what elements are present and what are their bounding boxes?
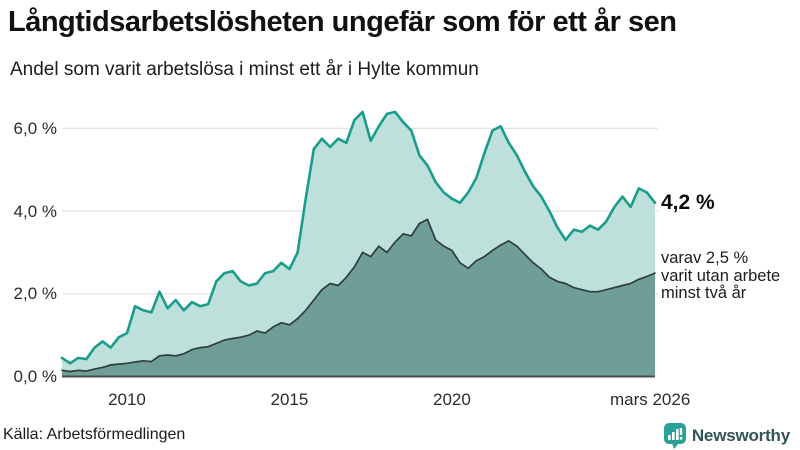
x-tick-label: mars 2026 bbox=[609, 390, 691, 409]
y-tick-label: 0,0 % bbox=[13, 367, 57, 386]
line-series-0 bbox=[60, 110, 657, 365]
area-series-1 bbox=[62, 219, 655, 377]
area-chart: 4,2 % varav 2,5 % varit utan arbete mins… bbox=[0, 95, 800, 425]
page-title: Långtidsarbetslösheten ungefär som för e… bbox=[8, 6, 677, 38]
line-series-1 bbox=[61, 218, 656, 373]
secondary-annotation: varav 2,5 % varit utan arbete minst två … bbox=[661, 249, 781, 303]
x-tick-label: 2015 bbox=[270, 390, 309, 409]
chart-canvas bbox=[60, 110, 658, 378]
x-tick-label: 2020 bbox=[432, 390, 471, 409]
end-value-label: 4,2 % bbox=[661, 191, 715, 214]
secondary-annotation-line2: varit utan arbete bbox=[661, 266, 781, 285]
y-tick-label: 6,0 % bbox=[13, 118, 57, 138]
newsworthy-wordmark: Newsworthy bbox=[691, 426, 790, 445]
y-tick-label: 2,0 % bbox=[13, 284, 57, 304]
secondary-annotation-line1: varav 2,5 % bbox=[661, 249, 749, 267]
source-attribution: Källa: Arbetsförmedlingen bbox=[3, 426, 186, 443]
x-tick-label: 2010 bbox=[108, 390, 146, 409]
newsworthy-icon bbox=[663, 423, 686, 449]
newsworthy-logo[interactable]: Newsworthy bbox=[663, 423, 790, 449]
y-tick-label: 4,0 % bbox=[13, 201, 57, 221]
secondary-annotation-line3: minst två år bbox=[661, 284, 747, 302]
page-subtitle: Andel som varit arbetslösa i minst ett å… bbox=[10, 59, 479, 80]
